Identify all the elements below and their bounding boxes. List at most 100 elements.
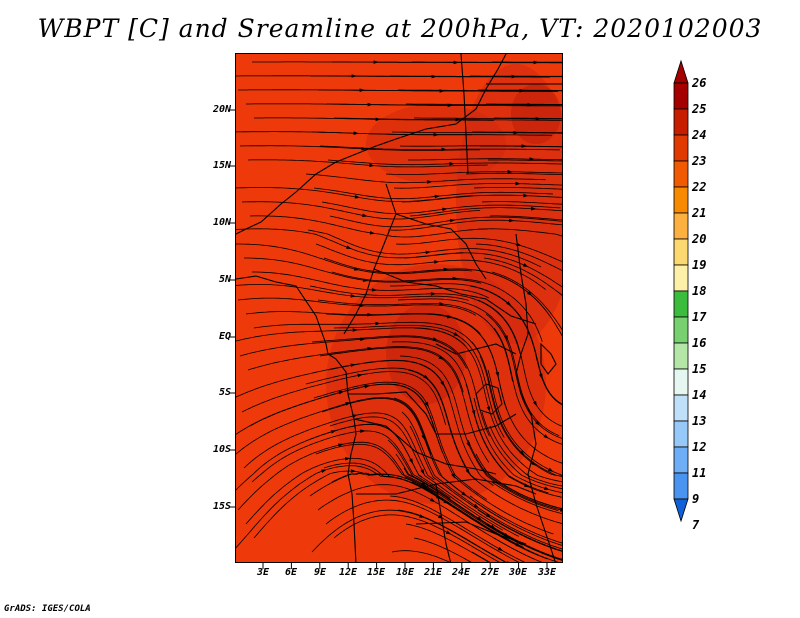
- streamline: [403, 252, 562, 288]
- streamline-arrow: [321, 469, 327, 474]
- streamline-arrow: [434, 260, 440, 264]
- colorbar-label: 21: [692, 206, 707, 220]
- streamline-arrow: [535, 116, 541, 121]
- streamline-arrow: [445, 530, 452, 535]
- streamline-arrow: [543, 434, 549, 439]
- streamline-arrow: [521, 144, 527, 148]
- streamline-arrow: [535, 420, 541, 426]
- lat-tick-label: 20N: [212, 104, 231, 115]
- colorbar-bottom-arrow: [673, 498, 689, 523]
- streamline: [413, 537, 472, 562]
- streamline: [329, 416, 519, 537]
- streamline-arrow: [439, 89, 445, 93]
- streamline: [321, 201, 561, 214]
- colorbar-swatch: [673, 212, 689, 240]
- streamline-arrow: [440, 380, 445, 387]
- streamline-arrow: [345, 402, 351, 406]
- streamline: [487, 369, 562, 476]
- streamline-arrow: [524, 483, 530, 488]
- streamline: [244, 257, 482, 284]
- streamline: [471, 551, 491, 562]
- streamline: [236, 243, 473, 275]
- streamline-arrow: [526, 291, 533, 296]
- colorbar-label: 17: [692, 310, 707, 324]
- streamline-arrow: [443, 499, 449, 505]
- colorbar-swatch: [673, 342, 689, 370]
- streamline: [481, 411, 562, 490]
- map-panel: [235, 53, 563, 563]
- streamline: [309, 285, 521, 354]
- streamline: [390, 283, 562, 405]
- streamline-arrow: [330, 430, 337, 434]
- streamline-arrow: [375, 321, 381, 326]
- streamline: [319, 145, 560, 151]
- streamline-arrow: [360, 429, 366, 433]
- colorbar-label: 13: [692, 414, 707, 428]
- lat-tick-label: 15N: [212, 160, 231, 171]
- colorbar-top-arrow: [673, 59, 689, 84]
- streamline-arrow: [466, 441, 471, 448]
- streamline-arrow: [519, 450, 525, 456]
- colorbar-swatch: [673, 368, 689, 396]
- streamline: [321, 397, 502, 519]
- colorbar-swatch: [673, 420, 689, 448]
- streamline: [236, 465, 434, 549]
- streamline-arrow: [530, 206, 537, 211]
- streamline: [315, 243, 546, 290]
- streamline-arrow: [485, 513, 492, 518]
- streamline: [236, 284, 469, 301]
- streamline-arrow: [420, 481, 427, 487]
- streamline-arrow: [438, 355, 444, 360]
- streamline: [333, 325, 505, 438]
- streamline: [236, 383, 435, 435]
- streamline: [236, 397, 432, 455]
- coastlines-borders: [236, 54, 562, 562]
- colorbar-label: 18: [692, 284, 707, 298]
- streamline-arrow: [429, 497, 436, 503]
- streamline: [491, 271, 562, 331]
- streamline: [311, 131, 552, 136]
- streamline-arrow: [433, 132, 439, 137]
- streamline: [236, 327, 467, 347]
- streamline-arrow: [346, 245, 352, 250]
- streamline-arrow: [375, 117, 381, 122]
- streamline: [254, 117, 494, 121]
- streamline-arrow: [369, 230, 376, 235]
- streamline: [307, 229, 542, 268]
- colorbar-label: 26: [692, 76, 707, 90]
- streamline: [409, 207, 562, 217]
- streamline-arrow: [364, 384, 370, 389]
- streamline: [489, 425, 562, 487]
- colorbar-swatch: [673, 160, 689, 188]
- streamline: [389, 495, 526, 562]
- streamline: [243, 412, 435, 481]
- streamline-arrow: [486, 406, 491, 412]
- streamline-arrow: [350, 363, 357, 367]
- streamline-arrow: [511, 74, 517, 79]
- colorbar-label: 19: [692, 258, 707, 272]
- colorbar-label: 25: [692, 102, 707, 116]
- streamline: [251, 430, 451, 499]
- colorbar-label: 12: [692, 440, 707, 454]
- streamline: [252, 271, 490, 299]
- colorbar-label: 7: [692, 518, 700, 532]
- streamline-arrow: [447, 103, 453, 108]
- streamline-arrow: [373, 60, 379, 64]
- streamline-arrow: [451, 473, 456, 479]
- streamline: [397, 509, 507, 562]
- streamline: [473, 397, 562, 494]
- streamline: [395, 237, 562, 263]
- streamline-arrow: [490, 524, 496, 529]
- wbpt-hot-region: [386, 304, 466, 404]
- colorbar-swatch: [673, 82, 689, 110]
- streamline: [473, 187, 562, 190]
- streamline: [247, 159, 488, 168]
- streamline: [479, 355, 562, 477]
- streamline-arrow: [515, 542, 522, 547]
- colorbar-swatch: [673, 394, 689, 422]
- streamline: [317, 299, 513, 382]
- streamline: [491, 481, 562, 515]
- streamline: [385, 171, 562, 175]
- streamline-arrow: [449, 161, 455, 166]
- colorbar-label: 22: [692, 180, 707, 194]
